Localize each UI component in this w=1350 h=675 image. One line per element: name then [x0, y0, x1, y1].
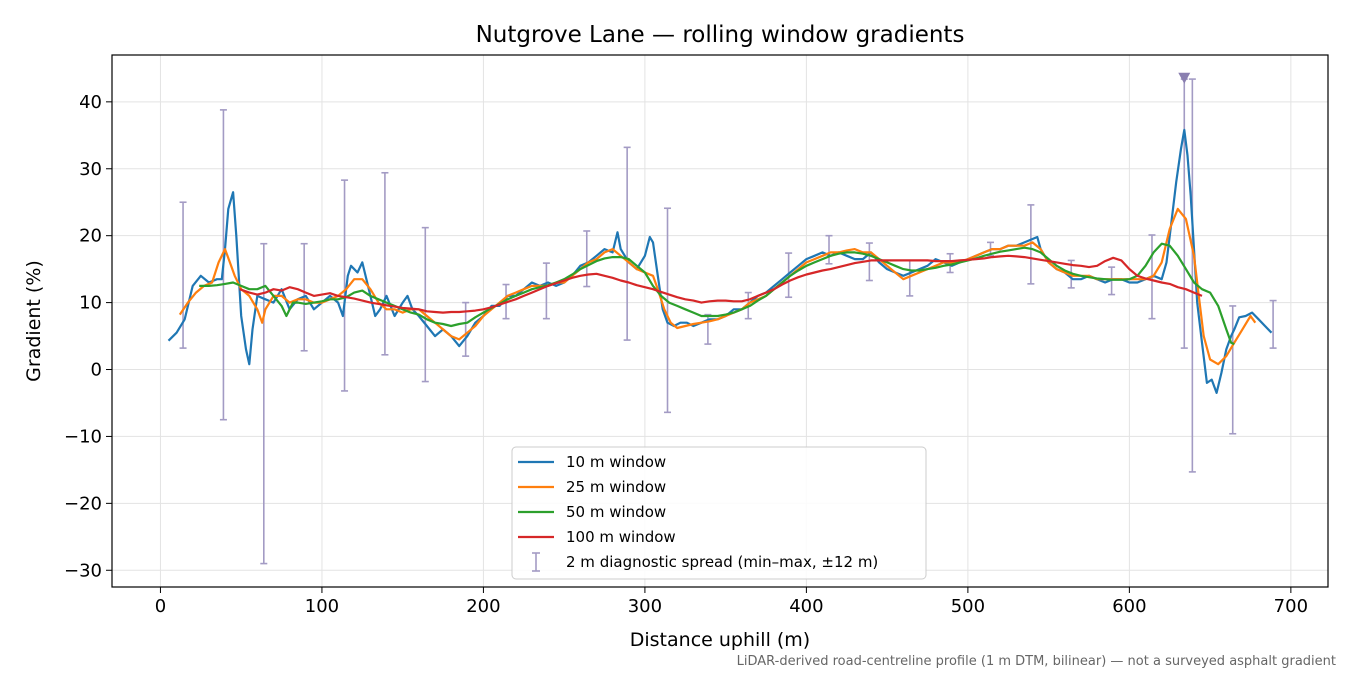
y-tick-label: −30 — [64, 560, 102, 581]
x-tick-label: 300 — [628, 596, 662, 617]
legend-label: 100 m window — [566, 528, 676, 546]
peak-marker — [1178, 72, 1191, 84]
y-tick-label: 10 — [79, 293, 102, 314]
errorbar — [825, 234, 833, 265]
errorbar-layer — [179, 78, 1277, 565]
y-tick-label: 20 — [79, 226, 102, 247]
errorbar — [260, 242, 268, 565]
y-tick-label: 30 — [79, 159, 102, 180]
y-tick-label: −20 — [64, 493, 102, 514]
legend-swatch — [532, 552, 540, 572]
errorbar — [623, 146, 631, 341]
errorbar — [381, 171, 389, 356]
errorbar — [341, 179, 349, 392]
series-layer — [167, 128, 1273, 394]
legend-label: 10 m window — [566, 453, 666, 471]
legend-label: 25 m window — [566, 478, 666, 496]
legend: 10 m window 25 m window 50 m window 100 m w… — [511, 446, 927, 580]
x-axis-label: Distance uphill (m) — [630, 629, 810, 651]
errorbar — [542, 262, 550, 320]
y-tick-label: 0 — [91, 360, 102, 381]
y-tick-label: 40 — [79, 92, 102, 113]
plot-frame — [111, 54, 1329, 588]
y-tick-label: −10 — [64, 426, 102, 447]
y-axis-label: Gradient (%) — [23, 260, 45, 382]
errorbar — [1188, 78, 1196, 473]
errorbar — [421, 226, 429, 383]
x-tick-label: 0 — [155, 596, 166, 617]
x-tick-label: 600 — [1112, 596, 1146, 617]
errorbar — [1027, 204, 1035, 285]
series-line — [199, 242, 1235, 346]
x-tick-label: 400 — [789, 596, 823, 617]
x-tick-label: 700 — [1274, 596, 1308, 617]
legend-label: 2 m diagnostic spread (min–max, ±12 m) — [566, 553, 878, 571]
x-tick-label: 100 — [305, 596, 339, 617]
legend-label: 50 m window — [566, 503, 666, 521]
errorbar — [1269, 299, 1277, 349]
legend-box — [511, 446, 927, 580]
chart-title: Nutgrove Lane — rolling window gradients — [476, 22, 965, 48]
errorbar — [583, 230, 591, 288]
errorbar — [664, 207, 672, 414]
x-tick-label: 200 — [466, 596, 500, 617]
marker-layer — [1178, 72, 1191, 84]
axis-ticks: 0 100 200 300 400 500 600 700 −30 −20 −10 0 10 20 30 40 — [64, 92, 1308, 617]
x-tick-label: 500 — [951, 596, 985, 617]
errorbar — [1229, 305, 1237, 435]
footnote: LiDAR-derived road-centreline profile (1… — [737, 654, 1336, 669]
series-line — [239, 254, 1203, 314]
